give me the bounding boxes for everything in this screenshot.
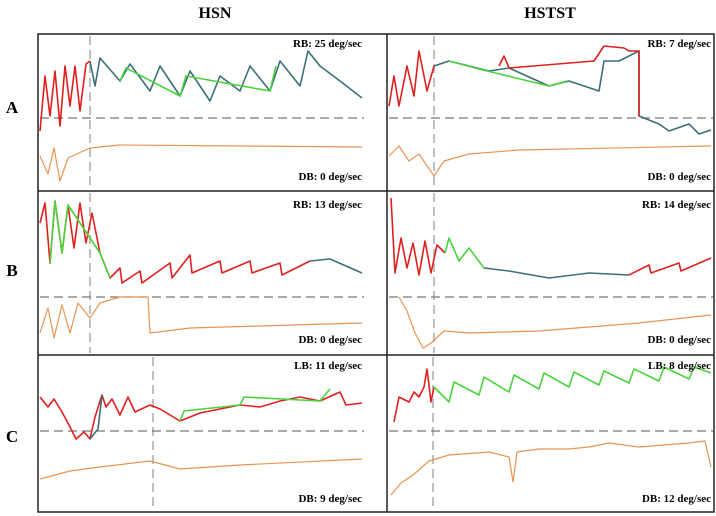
panel-label: DB: 0 deg/sec <box>647 334 711 346</box>
trace <box>433 366 712 403</box>
trace <box>393 368 435 423</box>
panel-label: RB: 7 deg/sec <box>647 38 711 50</box>
trace <box>398 296 712 349</box>
trace <box>39 391 363 440</box>
trace <box>483 267 630 279</box>
panel-label: DB: 0 deg/sec <box>647 171 711 183</box>
panel: RB: 25 deg/sec DB: 0 deg/sec <box>39 36 364 189</box>
trace <box>49 200 111 279</box>
panel-label: DB: 0 deg/sec <box>298 334 362 346</box>
panel: RB: 14 deg/sec DB: 0 deg/sec <box>389 193 713 353</box>
panel-label: DB: 0 deg/sec <box>298 171 362 183</box>
trace <box>39 144 363 182</box>
trace <box>444 237 485 269</box>
panel-label: DB: 9 deg/sec <box>298 493 362 505</box>
trace <box>309 258 363 274</box>
column-header: HSTST <box>524 5 576 22</box>
row-label: C <box>6 427 18 446</box>
trace <box>39 60 91 132</box>
panel-label: RB: 14 deg/sec <box>642 199 711 211</box>
trace <box>39 296 363 339</box>
panel-label: DB: 12 deg/sec <box>642 493 711 505</box>
trace <box>89 394 103 440</box>
trace <box>89 50 363 102</box>
trace <box>119 65 277 97</box>
trace <box>433 50 712 135</box>
panel: LB: 8 deg/sec DB: 12 deg/sec <box>389 357 713 510</box>
trace <box>390 197 446 276</box>
trace <box>390 440 712 496</box>
trace <box>448 60 568 87</box>
panel-label: LB: 8 deg/sec <box>648 360 711 372</box>
panel-label: RB: 13 deg/sec <box>293 199 362 211</box>
frame <box>37 33 715 513</box>
panel: LB: 11 deg/sec DB: 9 deg/sec <box>39 357 364 510</box>
column-header: HSN <box>199 5 232 22</box>
panel-label: RB: 25 deg/sec <box>293 38 362 50</box>
row-label: B <box>6 261 17 280</box>
trace <box>388 50 435 107</box>
trace <box>39 200 311 284</box>
trace <box>388 145 712 177</box>
panel: RB: 13 deg/sec DB: 0 deg/sec <box>39 193 364 353</box>
trace <box>498 45 640 116</box>
trace <box>39 458 363 480</box>
trace <box>179 388 331 422</box>
panel: RB: 7 deg/sec DB: 0 deg/sec <box>388 36 713 189</box>
trace <box>628 257 712 276</box>
row-label: A <box>6 98 19 117</box>
panel-label: LB: 11 deg/sec <box>294 360 362 372</box>
